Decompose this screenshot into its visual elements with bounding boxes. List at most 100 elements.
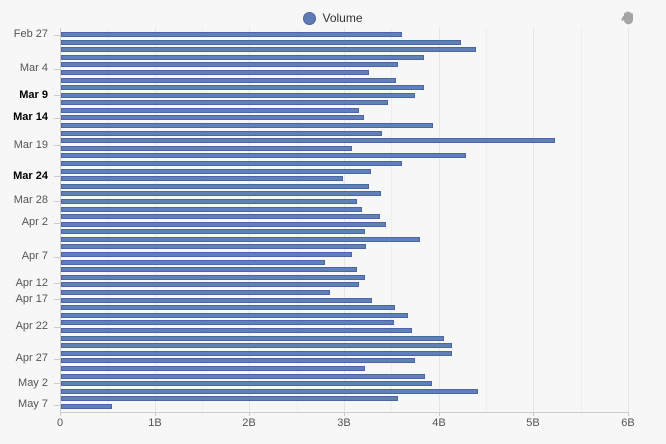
volume-bar[interactable]	[61, 123, 433, 128]
volume-bar[interactable]	[61, 169, 371, 174]
volume-bar[interactable]	[61, 176, 343, 181]
category-axis-label: Apr 12	[15, 277, 48, 289]
category-axis-line	[60, 28, 61, 412]
value-axis-tick	[439, 413, 440, 416]
gridline-major	[155, 28, 156, 412]
volume-bar[interactable]	[61, 207, 362, 212]
gridline-major	[533, 28, 534, 412]
volume-bar[interactable]	[61, 290, 330, 295]
category-axis-tick	[54, 359, 60, 360]
volume-bar[interactable]	[61, 161, 402, 166]
category-axis-tick	[54, 299, 60, 300]
volume-bar[interactable]	[61, 336, 444, 341]
category-axis-label: Feb 27	[13, 28, 48, 40]
volume-bar[interactable]	[61, 131, 382, 136]
value-axis-label: 1B	[148, 417, 162, 429]
volume-bar[interactable]	[61, 396, 398, 401]
value-axis-tick	[628, 413, 629, 416]
value-axis-tick	[249, 413, 250, 416]
volume-bar[interactable]	[61, 78, 396, 83]
category-axis-label: Apr 22	[15, 320, 48, 332]
volume-bar[interactable]	[61, 70, 369, 75]
volume-bar[interactable]	[61, 115, 364, 120]
value-axis-label: 4B	[432, 417, 446, 429]
category-axis-tick	[54, 201, 60, 202]
volume-bar[interactable]	[61, 191, 381, 196]
volume-bar[interactable]	[61, 214, 380, 219]
category-axis-label: Apr 27	[15, 352, 48, 364]
category-axis-label: May 7	[18, 398, 48, 410]
volume-bar[interactable]	[61, 244, 366, 249]
value-axis-tick	[344, 413, 345, 416]
volume-bar[interactable]	[61, 389, 478, 394]
hand-pan-icon[interactable]	[621, 9, 637, 27]
volume-bar[interactable]	[61, 267, 357, 272]
category-axis-label: Mar 19	[13, 139, 48, 151]
category-axis-label: Mar 9	[19, 89, 48, 101]
volume-bar[interactable]	[61, 358, 415, 363]
gridline-major	[628, 28, 629, 412]
volume-bar[interactable]	[61, 305, 395, 310]
volume-bar[interactable]	[61, 351, 452, 356]
category-axis-tick	[54, 69, 60, 70]
gridline-minor	[202, 28, 203, 412]
volume-bar[interactable]	[61, 153, 466, 158]
value-axis-label: 2B	[242, 417, 256, 429]
volume-bar[interactable]	[61, 55, 424, 60]
legend-label: Volume	[322, 11, 363, 25]
volume-bar[interactable]	[61, 184, 369, 189]
volume-bar[interactable]	[61, 237, 420, 242]
legend-marker-circle-icon	[303, 11, 317, 25]
category-axis-tick	[54, 327, 60, 328]
value-axis-label: 3B	[337, 417, 351, 429]
volume-bar[interactable]	[61, 100, 388, 105]
volume-bar[interactable]	[61, 47, 476, 52]
volume-bar[interactable]	[61, 40, 461, 45]
volume-bar[interactable]	[61, 313, 408, 318]
gridline-minor	[486, 28, 487, 412]
volume-bar[interactable]	[61, 93, 415, 98]
volume-bar[interactable]	[61, 85, 424, 90]
volume-bar[interactable]	[61, 108, 359, 113]
volume-bar[interactable]	[61, 343, 452, 348]
volume-bar[interactable]	[61, 229, 365, 234]
volume-bar[interactable]	[61, 366, 365, 371]
value-axis-line	[60, 412, 629, 413]
gridline-major	[344, 28, 345, 412]
volume-bar[interactable]	[61, 320, 394, 325]
category-axis-tick	[54, 283, 60, 284]
volume-bar[interactable]	[61, 138, 555, 143]
category-axis-label: Mar 4	[19, 62, 48, 74]
category-axis-tick	[54, 118, 60, 119]
volume-bar[interactable]	[61, 275, 365, 280]
volume-bar[interactable]	[61, 260, 325, 265]
category-axis-label: Mar 28	[13, 194, 48, 206]
legend-item-volume[interactable]: Volume	[0, 8, 666, 28]
value-axis-label: 5B	[526, 417, 540, 429]
category-axis-tick	[54, 223, 60, 224]
volume-bar[interactable]	[61, 404, 112, 409]
value-axis-label: 0	[56, 417, 64, 429]
volume-bar[interactable]	[61, 252, 352, 257]
volume-bar[interactable]	[61, 328, 412, 333]
volume-bar[interactable]	[61, 282, 359, 287]
value-axis-tick	[60, 413, 61, 416]
volume-bar[interactable]	[61, 62, 398, 67]
gridline-minor	[581, 28, 582, 412]
value-axis-tick	[155, 413, 156, 416]
category-axis-tick	[54, 145, 60, 146]
volume-bar[interactable]	[61, 32, 402, 37]
volume-bar[interactable]	[61, 146, 352, 151]
volume-bar[interactable]	[61, 199, 357, 204]
category-axis-tick	[54, 35, 60, 36]
gridline-major	[439, 28, 440, 412]
gridline-major	[249, 28, 250, 412]
volume-bar[interactable]	[61, 222, 386, 227]
category-axis-tick	[54, 95, 60, 96]
volume-bar[interactable]	[61, 298, 372, 303]
volume-bar[interactable]	[61, 374, 425, 379]
category-axis-tick	[54, 257, 60, 258]
volume-bar[interactable]	[61, 381, 432, 386]
category-axis-label: May 2	[18, 377, 48, 389]
